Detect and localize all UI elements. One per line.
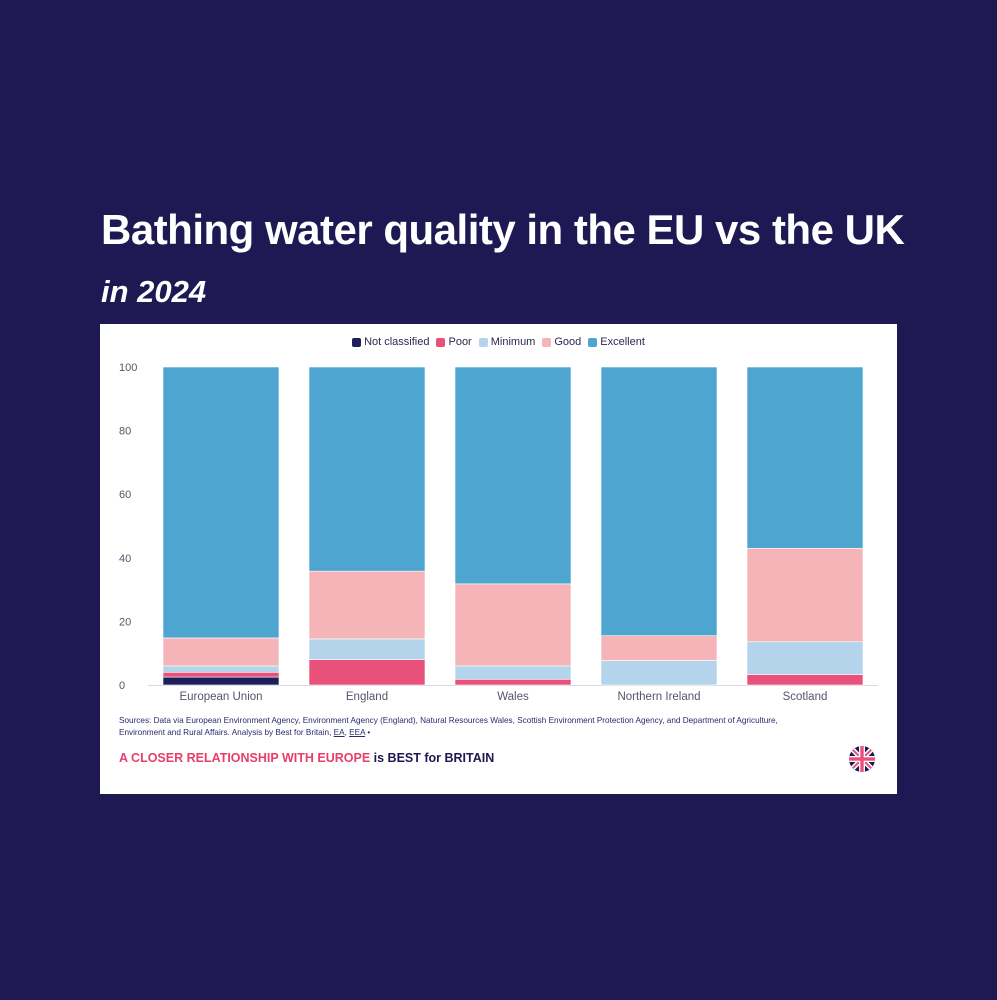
legend-swatch [588,337,598,347]
bar-segment-good [454,583,572,667]
legend-label: Not classified [364,336,430,348]
sources-end: • [365,727,371,737]
legend-label: Minimum [490,336,536,348]
x-category-label: Scotland [783,691,828,703]
stacked-bar-chart: 0 20 40 60 80 100 European Union England Wales No… [119,362,878,703]
legend-item-excellent: Excellent [588,336,645,348]
legend-item-not-classified: Not classified [352,336,429,348]
bar-segment-excellent [454,366,572,585]
legend-label: Excellent [600,336,645,348]
bar-segment-good [746,547,864,643]
bar-segment-poor [308,659,426,686]
y-tick-label: 40 [119,553,131,565]
bar-segment-poor [454,678,572,686]
legend: Not classified Poor Minimum Good Excelle… [100,336,897,348]
chart-card: Not classified Poor Minimum Good Excelle… [100,324,897,794]
legend-item-poor: Poor [436,336,472,348]
bar-segment-excellent [600,366,718,637]
x-category-label: Wales [497,691,529,703]
bar-segment-good [162,637,280,667]
x-category-label: European Union [179,691,262,703]
sources-separator: , [344,727,350,737]
bar-segment-not-classified [162,676,280,686]
bar-segment-poor [746,674,864,686]
legend-label: Poor [448,336,472,348]
bar-segment-minimum [162,665,280,673]
chart-subtitle: in 2024 [101,274,207,309]
y-tick-label: 80 [119,426,131,438]
y-tick-label: 60 [119,489,131,501]
bar-segment-good [308,570,426,640]
y-tick-label: 0 [119,680,125,692]
sources-text: Sources: Data via European Environment A… [119,716,778,737]
ea-link[interactable]: EA [333,727,345,737]
bar-segment-excellent [162,366,280,639]
eea-link[interactable]: EEA [349,727,366,737]
legend-swatch [436,337,446,347]
bar-segment-minimum [454,665,572,680]
bar-segment-minimum [600,660,718,686]
tagline-pink: A CLOSER RELATIONSHIP WITH EUROPE [119,751,371,765]
x-category-label: England [346,691,388,703]
bar-segment-minimum [746,641,864,675]
legend-label: Good [554,336,582,348]
legend-item-minimum: Minimum [478,336,536,348]
bar-segment-good [600,635,718,661]
legend-swatch [542,337,552,347]
y-tick-label: 100 [119,362,137,374]
bar-segment-excellent [308,366,426,572]
legend-item-good: Good [542,336,581,348]
tagline-navy: is BEST for BRITAIN [370,751,495,765]
union-flag-circle-icon [849,746,875,772]
bar-segment-excellent [746,366,864,549]
sources-note: Sources: Data via European Environment A… [119,715,819,738]
bar-segment-minimum [308,638,426,660]
x-category-label: Northern Ireland [617,691,700,703]
legend-swatch [352,337,362,347]
y-tick-label: 20 [119,616,131,628]
chart-title: Bathing water quality in the EU vs the U… [101,206,905,253]
bar-segment-poor [162,671,280,678]
legend-swatch [478,337,488,347]
tagline: A CLOSER RELATIONSHIP WITH EUROPE is BES… [119,751,494,765]
